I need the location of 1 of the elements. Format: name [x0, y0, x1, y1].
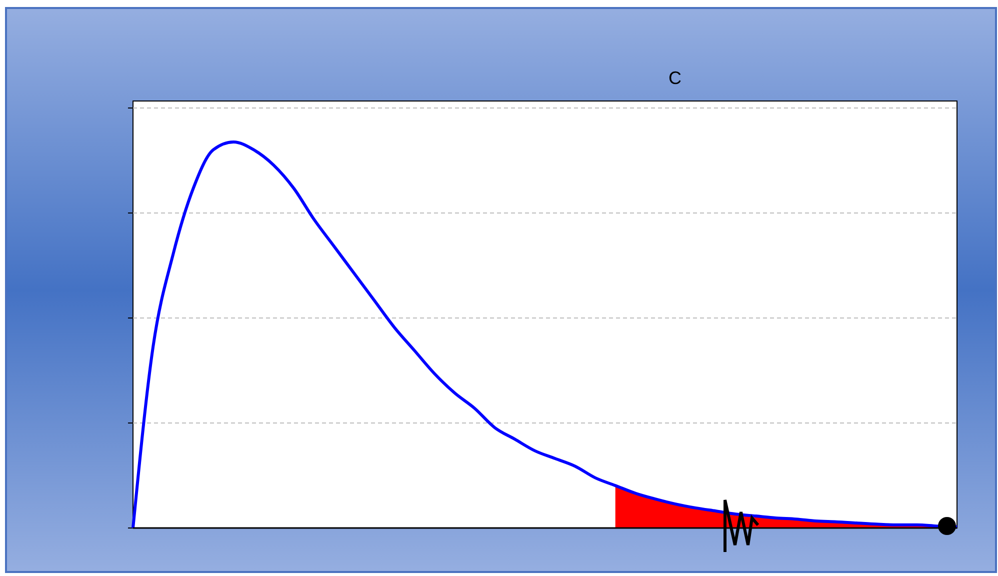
chart-title: C	[668, 68, 682, 88]
